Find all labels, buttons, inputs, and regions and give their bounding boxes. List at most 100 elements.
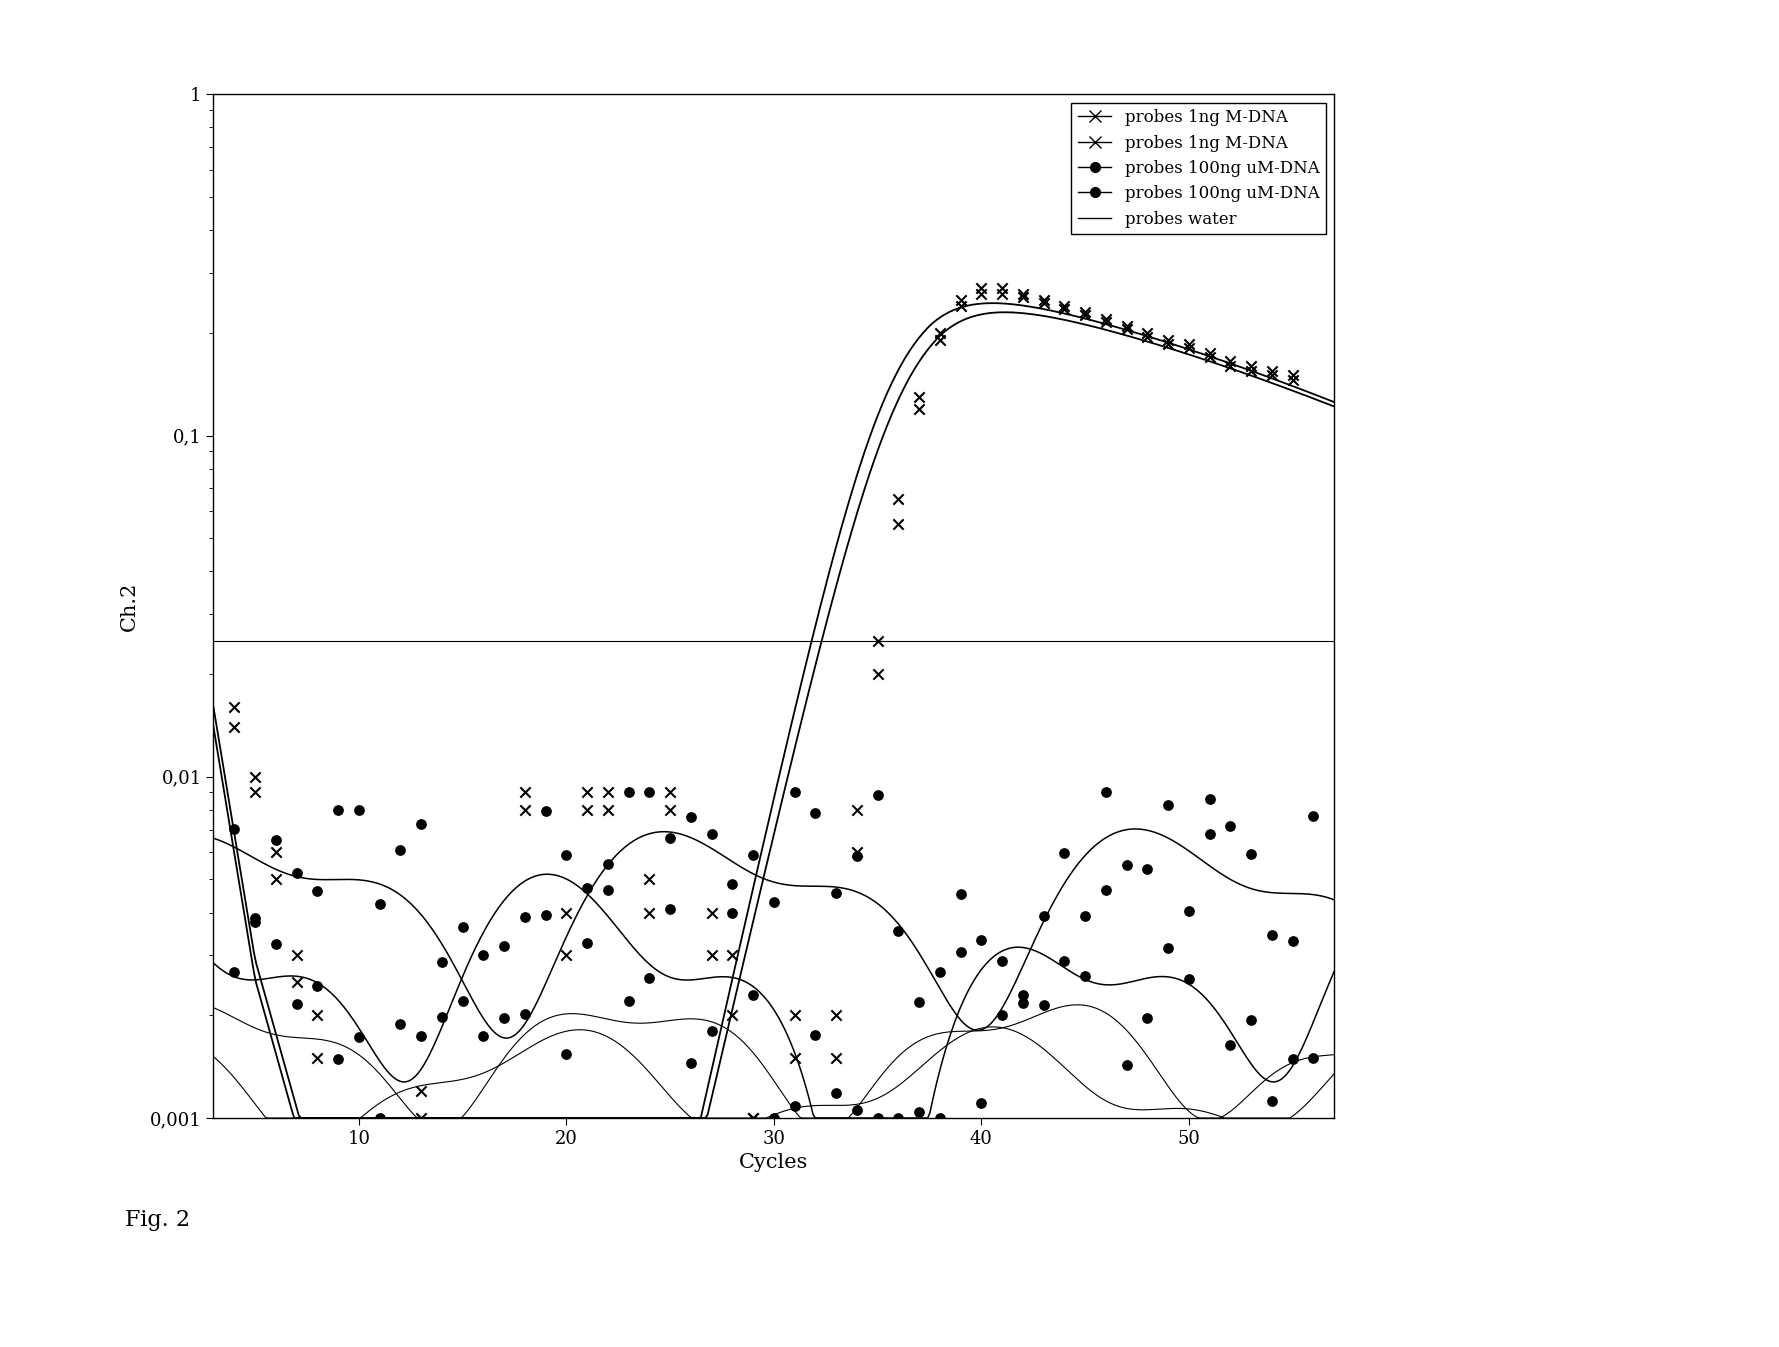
probes 100ng uM-DNA xyxy=(738,983,767,1005)
probes 100ng uM-DNA xyxy=(573,877,601,898)
probes 100ng uM-DNA xyxy=(1050,950,1078,971)
probes 100ng uM-DNA xyxy=(302,881,331,902)
probes 1ng M-DNA xyxy=(781,1047,809,1068)
probes 100ng uM-DNA xyxy=(551,1044,580,1065)
probes 1ng M-DNA xyxy=(302,1005,331,1026)
probes 100ng uM-DNA xyxy=(1258,924,1286,946)
probes 1ng M-DNA xyxy=(781,1005,809,1026)
probes 1ng M-DNA xyxy=(1195,342,1224,364)
probes 1ng M-DNA xyxy=(511,799,539,820)
probes 1ng M-DNA xyxy=(283,944,311,966)
probes 1ng M-DNA xyxy=(1236,356,1265,377)
probes 100ng uM-DNA xyxy=(221,818,249,839)
probes 100ng uM-DNA xyxy=(427,1006,455,1028)
probes 100ng uM-DNA xyxy=(1279,1048,1308,1070)
probes 1ng M-DNA xyxy=(1030,292,1059,314)
probes 100ng uM-DNA xyxy=(532,904,560,925)
probes 1ng M-DNA xyxy=(1258,360,1286,381)
probes 100ng uM-DNA xyxy=(302,975,331,997)
probes 1ng M-DNA xyxy=(738,1107,767,1129)
probes 100ng uM-DNA xyxy=(946,884,975,905)
probes 1ng M-DNA xyxy=(635,901,664,923)
probes 1ng M-DNA xyxy=(221,717,249,738)
probes 1ng M-DNA xyxy=(738,1107,767,1129)
probes 1ng M-DNA xyxy=(822,1047,850,1068)
probes 100ng uM-DNA xyxy=(676,1053,704,1075)
probes 1ng M-DNA xyxy=(822,1005,850,1026)
probes 1ng M-DNA xyxy=(1174,338,1203,360)
probes 100ng uM-DNA xyxy=(240,912,269,933)
probes 100ng uM-DNA xyxy=(573,932,601,954)
probes 100ng uM-DNA xyxy=(1071,964,1099,986)
probes 100ng uM-DNA xyxy=(1030,905,1059,927)
probes 1ng M-DNA xyxy=(863,630,891,652)
probes 100ng uM-DNA xyxy=(614,990,642,1012)
probes 1ng M-DNA xyxy=(1112,318,1140,339)
probes 100ng uM-DNA xyxy=(1133,1008,1162,1029)
probes 100ng uM-DNA xyxy=(697,823,726,845)
probes 100ng uM-DNA xyxy=(1155,938,1183,959)
probes 1ng M-DNA xyxy=(1050,298,1078,319)
probes 1ng M-DNA xyxy=(283,971,311,993)
probes 1ng M-DNA xyxy=(1155,334,1183,356)
probes 1ng M-DNA xyxy=(719,944,747,966)
probes 100ng uM-DNA xyxy=(968,1092,996,1114)
probes 1ng M-DNA xyxy=(635,869,664,890)
probes 100ng uM-DNA xyxy=(614,781,642,803)
probes 100ng uM-DNA xyxy=(946,942,975,963)
probes 100ng uM-DNA xyxy=(1071,905,1099,927)
probes 100ng uM-DNA xyxy=(635,967,664,989)
probes 1ng M-DNA xyxy=(1195,346,1224,368)
probes 100ng uM-DNA xyxy=(987,950,1016,971)
probes 1ng M-DNA xyxy=(968,283,996,304)
probes 100ng uM-DNA xyxy=(863,784,891,806)
probes 1ng M-DNA xyxy=(1050,295,1078,317)
Y-axis label: Ch.2: Ch.2 xyxy=(119,582,139,630)
probes 1ng M-DNA xyxy=(987,277,1016,299)
probes 100ng uM-DNA xyxy=(1030,994,1059,1016)
probes 1ng M-DNA xyxy=(407,1080,436,1102)
probes 1ng M-DNA xyxy=(221,696,249,718)
probes 1ng M-DNA xyxy=(262,842,290,863)
probes 1ng M-DNA xyxy=(1236,360,1265,381)
probes 100ng uM-DNA xyxy=(1236,1009,1265,1030)
probes 100ng uM-DNA xyxy=(1050,842,1078,863)
probes 1ng M-DNA xyxy=(594,799,623,820)
probes 100ng uM-DNA xyxy=(843,1099,872,1121)
probes 1ng M-DNA xyxy=(1258,365,1286,387)
probes 100ng uM-DNA xyxy=(1258,1090,1286,1111)
probes 100ng uM-DNA xyxy=(781,781,809,803)
probes 100ng uM-DNA xyxy=(386,1013,415,1034)
probes 1ng M-DNA xyxy=(863,663,891,684)
probes 100ng uM-DNA xyxy=(489,1008,518,1029)
probes 1ng M-DNA xyxy=(906,385,934,407)
probes 100ng uM-DNA xyxy=(801,803,829,824)
probes 100ng uM-DNA xyxy=(656,827,685,849)
probes 1ng M-DNA xyxy=(407,1107,436,1129)
probes 100ng uM-DNA xyxy=(1299,806,1327,827)
probes 1ng M-DNA xyxy=(968,277,996,299)
probes 100ng uM-DNA xyxy=(1279,929,1308,951)
probes 100ng uM-DNA xyxy=(1133,858,1162,880)
probes 100ng uM-DNA xyxy=(925,960,954,982)
probes 1ng M-DNA xyxy=(573,799,601,820)
probes 100ng uM-DNA xyxy=(1195,823,1224,845)
probes 100ng uM-DNA xyxy=(427,951,455,973)
probes 100ng uM-DNA xyxy=(925,1107,954,1129)
probes 100ng uM-DNA xyxy=(1009,993,1037,1014)
probes 100ng uM-DNA xyxy=(1217,816,1245,838)
probes 100ng uM-DNA xyxy=(594,878,623,900)
probes 1ng M-DNA xyxy=(884,513,913,535)
probes 1ng M-DNA xyxy=(1133,326,1162,348)
probes 1ng M-DNA xyxy=(1071,302,1099,323)
probes 1ng M-DNA xyxy=(262,869,290,890)
probes 100ng uM-DNA xyxy=(365,1107,393,1129)
probes 100ng uM-DNA xyxy=(719,873,747,894)
probes 100ng uM-DNA xyxy=(1092,880,1121,901)
probes 100ng uM-DNA xyxy=(676,806,704,827)
probes 100ng uM-DNA xyxy=(324,1048,352,1070)
probes 1ng M-DNA xyxy=(946,295,975,317)
probes 100ng uM-DNA xyxy=(262,828,290,850)
probes 100ng uM-DNA xyxy=(1112,854,1140,876)
probes 100ng uM-DNA xyxy=(262,933,290,955)
